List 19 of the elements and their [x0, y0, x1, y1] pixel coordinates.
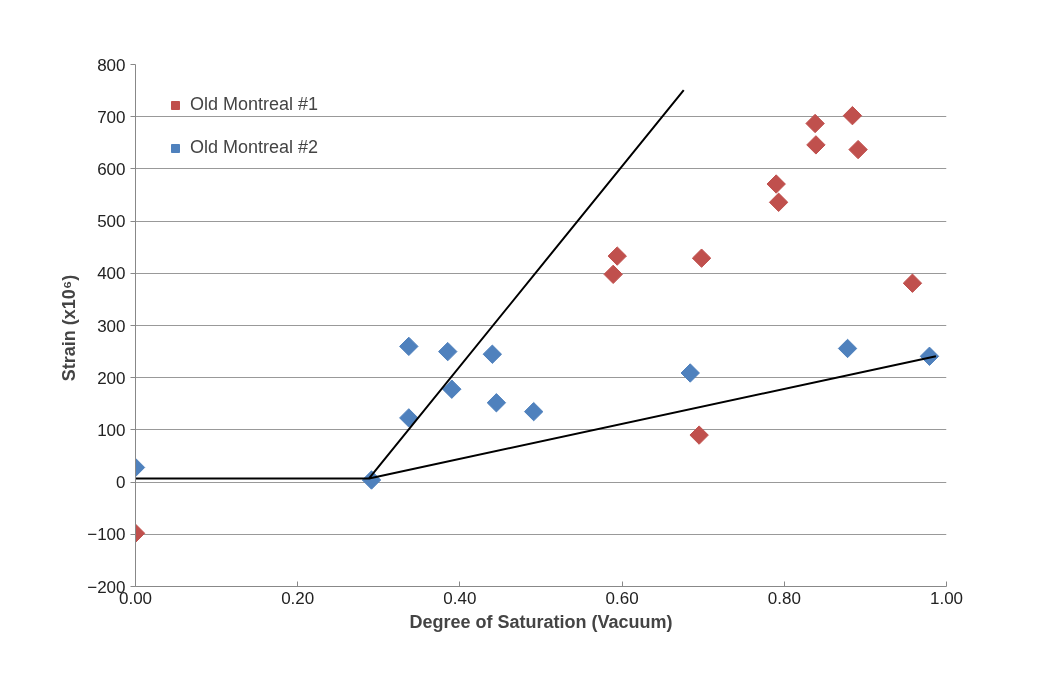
y-tick-label: −100 — [87, 525, 126, 545]
x-tick-label: 0.80 — [767, 588, 801, 608]
x-tick-label: 0.40 — [443, 588, 477, 608]
y-tick-label: 200 — [97, 368, 126, 388]
legend-label: Old Montreal #1 — [190, 94, 319, 115]
y-tick-label: 600 — [97, 159, 126, 179]
y-tick-label: 0 — [116, 473, 126, 493]
x-tick-label: 1.00 — [929, 588, 964, 608]
y-tick-label: 300 — [97, 316, 126, 336]
y-tick-label: 700 — [97, 107, 126, 127]
x-tick-label: 0.60 — [605, 588, 639, 608]
y-tick-label: 800 — [97, 55, 126, 75]
y-tick-label: 100 — [97, 420, 126, 440]
x-axis-title: Degree of Saturation (Vacuum) — [409, 611, 673, 632]
x-tick-label: 0.20 — [281, 588, 315, 608]
legend-label: Old Montreal #2 — [190, 137, 319, 158]
y-tick-label: 500 — [97, 212, 126, 232]
y-tick-label: 400 — [97, 264, 126, 284]
y-axis-title: Strain (x10⁶) — [59, 274, 80, 382]
